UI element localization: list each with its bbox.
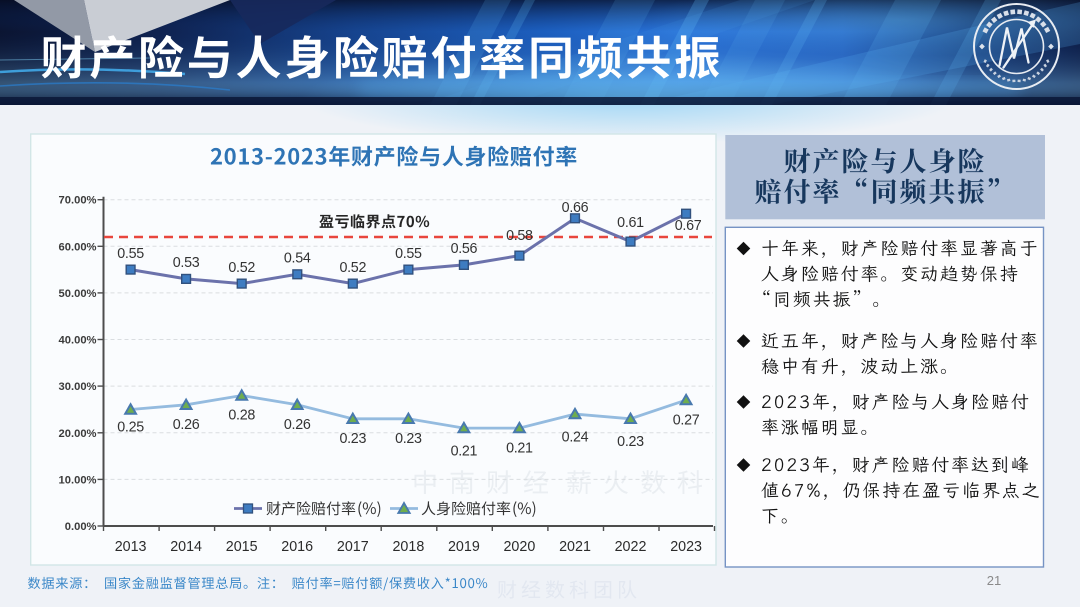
svg-text:0.24: 0.24 (562, 429, 589, 445)
svg-text:0.23: 0.23 (395, 431, 422, 447)
svg-text:0.55: 0.55 (395, 246, 422, 262)
svg-text:0.26: 0.26 (173, 417, 200, 433)
svg-text:70.00%: 70.00% (59, 195, 97, 207)
svg-text:2022: 2022 (615, 539, 647, 555)
svg-text:2019: 2019 (448, 539, 480, 555)
svg-text:10.00%: 10.00% (59, 474, 97, 486)
svg-text:0.55: 0.55 (117, 246, 144, 262)
svg-text:0.66: 0.66 (562, 200, 589, 216)
svg-text:20.00%: 20.00% (59, 428, 97, 440)
svg-text:0.23: 0.23 (617, 434, 644, 450)
svg-text:2021: 2021 (559, 539, 591, 555)
svg-text:50.00%: 50.00% (59, 288, 97, 300)
svg-text:0.54: 0.54 (284, 251, 311, 267)
svg-text:0.52: 0.52 (228, 260, 255, 276)
svg-text:2018: 2018 (392, 539, 424, 555)
svg-text:2020: 2020 (503, 539, 535, 555)
svg-text:40.00%: 40.00% (59, 335, 97, 347)
svg-text:0.52: 0.52 (339, 260, 366, 276)
svg-text:0.23: 0.23 (339, 431, 366, 447)
svg-text:0.00%: 0.00% (65, 521, 97, 533)
svg-text:30.00%: 30.00% (59, 381, 97, 393)
svg-text:0.58: 0.58 (506, 228, 533, 244)
svg-text:21: 21 (987, 573, 1001, 588)
svg-text:0.21: 0.21 (451, 443, 478, 459)
svg-text:2013: 2013 (115, 539, 147, 555)
svg-text:2023: 2023 (670, 539, 702, 555)
svg-text:2014: 2014 (170, 539, 202, 555)
svg-text:0.28: 0.28 (228, 408, 255, 424)
svg-text:0.67: 0.67 (675, 218, 702, 234)
svg-text:0.27: 0.27 (673, 412, 700, 428)
svg-text:2016: 2016 (281, 539, 313, 555)
svg-text:0.53: 0.53 (173, 255, 200, 271)
svg-text:2017: 2017 (337, 539, 369, 555)
svg-text:0.21: 0.21 (506, 440, 533, 456)
svg-text:60.00%: 60.00% (59, 241, 97, 253)
svg-text:0.25: 0.25 (117, 420, 144, 436)
svg-text:0.56: 0.56 (451, 241, 478, 257)
svg-text:2015: 2015 (226, 539, 258, 555)
svg-text:0.61: 0.61 (617, 215, 644, 231)
svg-text:0.26: 0.26 (284, 417, 311, 433)
